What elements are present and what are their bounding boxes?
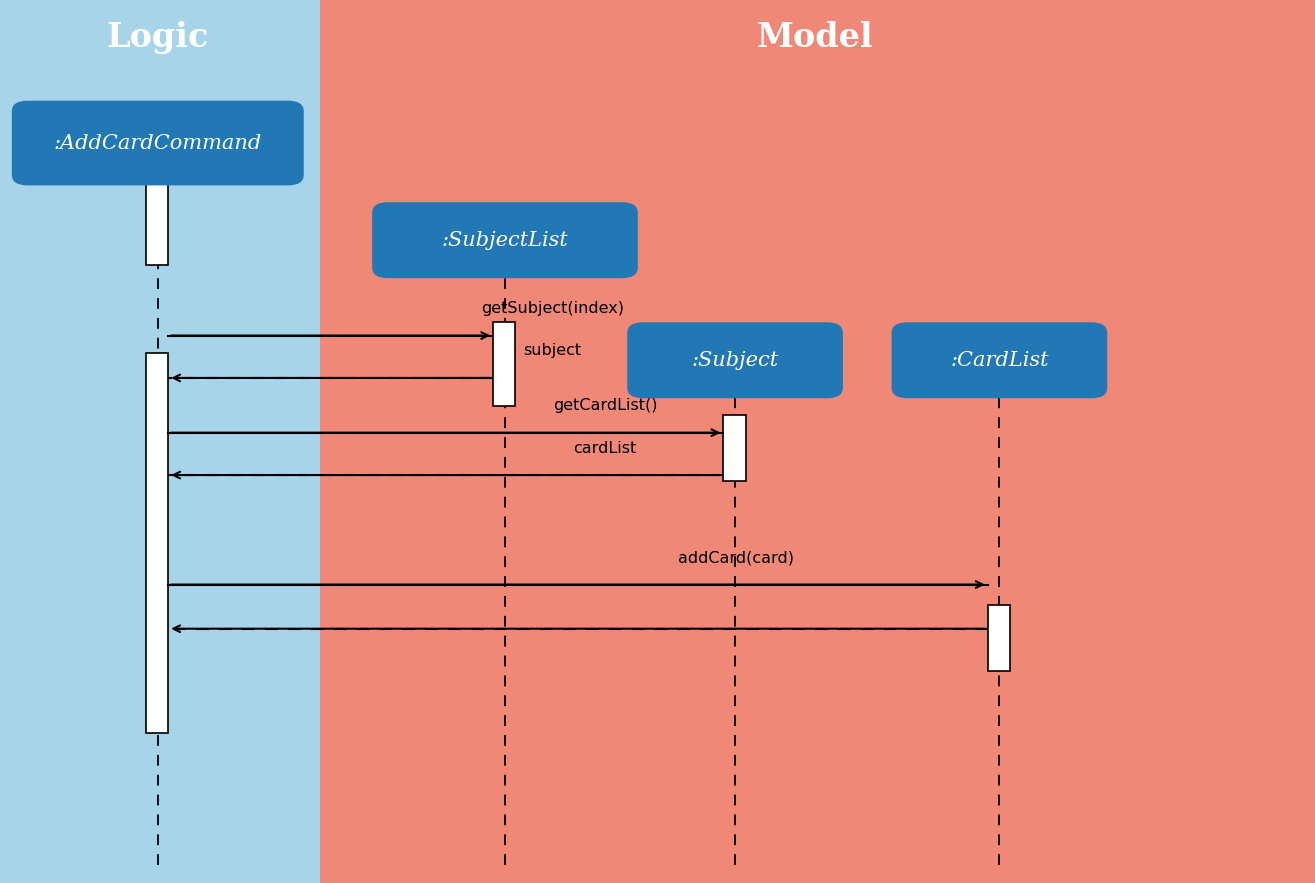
Text: :AddCardCommand: :AddCardCommand	[54, 133, 262, 153]
Text: Logic: Logic	[107, 20, 209, 54]
Text: Model: Model	[757, 20, 873, 54]
FancyBboxPatch shape	[627, 322, 843, 398]
Bar	[988, 605, 1010, 671]
Bar	[146, 353, 168, 733]
Bar	[723, 415, 746, 481]
Bar	[146, 177, 168, 265]
Bar	[0, 0, 320, 883]
Bar	[320, 0, 1315, 883]
Bar	[493, 322, 515, 406]
Text: getCardList(): getCardList()	[552, 398, 658, 413]
Text: addCard(card): addCard(card)	[679, 550, 794, 565]
Text: :SubjectList: :SubjectList	[442, 230, 568, 250]
FancyBboxPatch shape	[892, 322, 1107, 398]
Text: cardList: cardList	[573, 441, 636, 456]
FancyBboxPatch shape	[372, 202, 638, 278]
Text: :Subject: :Subject	[692, 351, 778, 370]
Text: subject: subject	[523, 343, 581, 358]
FancyBboxPatch shape	[12, 101, 304, 185]
Text: getSubject(index): getSubject(index)	[481, 301, 623, 316]
Text: :CardList: :CardList	[951, 351, 1048, 370]
